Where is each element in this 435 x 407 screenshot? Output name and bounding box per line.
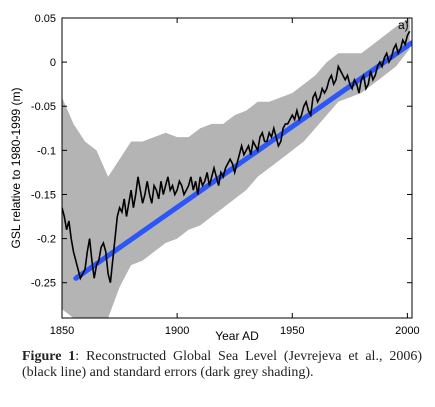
caption-text: : Reconstructed Global Sea Level (Jevrej… bbox=[22, 349, 422, 380]
y-tick-label: 0 bbox=[50, 57, 56, 69]
x-tick-label: 2000 bbox=[395, 325, 419, 337]
x-tick-label: 1950 bbox=[280, 325, 304, 337]
y-axis-label: GSL relative to 1980-1999 (m) bbox=[9, 88, 23, 249]
figure-caption: Figure 1: Reconstructed Global Sea Level… bbox=[22, 349, 422, 381]
gsl-series-line bbox=[62, 30, 411, 283]
y-tick-label: -0.15 bbox=[31, 189, 56, 201]
y-tick-label: -0.05 bbox=[31, 101, 56, 113]
y-tick-label: -0.2 bbox=[37, 234, 56, 246]
x-axis-label: Year AD bbox=[215, 329, 259, 343]
chart: 1850 1900 1950 2000 0.05 0 -0.05 -0.1 -0.15 -0.2… bbox=[9, 13, 420, 343]
plot-frame bbox=[61, 17, 413, 319]
panel-label: a) bbox=[398, 18, 409, 32]
figure-label: Figure 1 bbox=[22, 349, 76, 364]
y-tick-label: -0.1 bbox=[37, 145, 56, 157]
x-tick-label: 1900 bbox=[165, 325, 189, 337]
y-tick-label: 0.05 bbox=[35, 13, 56, 25]
x-tick-label: 1850 bbox=[50, 325, 74, 337]
y-tick-label: -0.25 bbox=[31, 278, 56, 290]
